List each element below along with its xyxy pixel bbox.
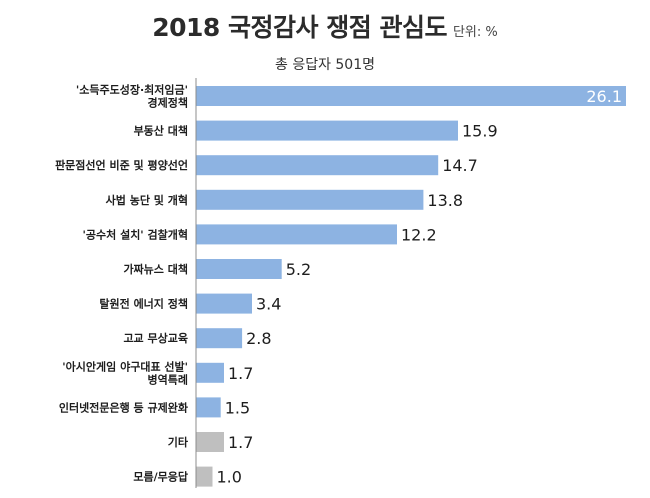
- bar-10: [196, 397, 221, 418]
- bar-3: [196, 155, 439, 176]
- category-label-9: '아시안게임 야구대표 선발' 병역특례: [62, 359, 188, 386]
- category-label-11: 기타: [168, 435, 189, 449]
- category-label-10: 인터넷전문은행 등 규제완화: [59, 400, 188, 414]
- value-label-10: 1.5: [225, 398, 250, 417]
- bar-9: [196, 362, 224, 383]
- category-label-7: 탈원전 에너지 정책: [99, 297, 188, 311]
- value-label-7: 3.4: [256, 295, 281, 314]
- value-label-2: 15.9: [462, 122, 498, 141]
- bar-2: [196, 120, 458, 141]
- category-label-6: 가짜뉴스 대책: [123, 262, 188, 276]
- value-label-11: 1.7: [228, 433, 253, 452]
- bar-5: [196, 224, 397, 245]
- bar-1: [196, 86, 626, 106]
- value-label-9: 1.7: [228, 364, 253, 383]
- bar-12: [196, 466, 213, 487]
- value-label-8: 2.8: [246, 329, 271, 348]
- bar-11: [196, 432, 224, 452]
- bar-6: [196, 259, 282, 279]
- bar-7: [196, 293, 252, 314]
- value-label-5: 12.2: [401, 225, 437, 244]
- category-label-4: 사법 농단 및 개혁: [106, 193, 188, 207]
- chart-title-row: 2018 국정감사 쟁점 관심도 단위: %: [0, 8, 650, 44]
- category-label-3: 판문점선언 비준 및 평양선언: [55, 158, 188, 172]
- unit-label: 단위: %: [452, 25, 498, 40]
- category-label-8: 고교 무상교육: [123, 331, 188, 345]
- value-label-12: 1.0: [217, 468, 242, 487]
- category-label-5: '공수처 설치' 검찰개혁: [83, 227, 188, 241]
- chart-title: 2018 국정감사 쟁점 관심도: [152, 13, 447, 42]
- value-label-3: 14.7: [442, 156, 478, 175]
- bar-4: [196, 189, 424, 210]
- category-label-1: '소득주도성장·최저임금' 경제정책: [76, 83, 188, 110]
- bar-8: [196, 328, 243, 349]
- chart-subtitle: 총 응답자 501명: [274, 57, 376, 73]
- category-label-12: 모름/무응답: [133, 470, 188, 484]
- value-label-4: 13.8: [427, 191, 463, 210]
- value-label-1: 26.1: [586, 87, 622, 106]
- category-label-2: 부동산 대책: [134, 124, 188, 138]
- value-label-6: 5.2: [286, 260, 311, 279]
